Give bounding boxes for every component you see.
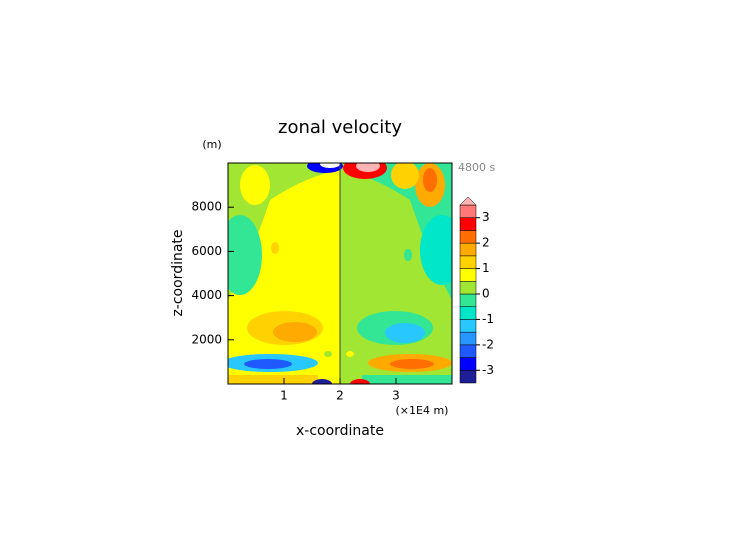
colorbar-tick-label: 2 (482, 236, 490, 250)
colorbar-box (459, 255, 477, 269)
colorbar-box (459, 306, 477, 320)
x-tick-label: 2 (336, 389, 344, 403)
y-axis-label: z-coordinate (170, 229, 186, 316)
colorbar-box (459, 281, 477, 295)
y-unit: (m) (202, 138, 221, 151)
x-tick-label: 3 (392, 389, 400, 403)
chart-title: zonal velocity (278, 117, 402, 138)
colorbar-box (459, 268, 477, 282)
colorbar-box (459, 293, 477, 307)
colorbar-tick-label: 0 (482, 287, 490, 301)
colorbar-box (459, 204, 477, 218)
x-tick-label: 1 (280, 389, 288, 403)
colorbar-tick-label: 3 (482, 210, 490, 224)
colorbar-box (459, 357, 477, 371)
colorbar-box (459, 331, 477, 346)
colorbar-box (459, 370, 477, 384)
y-tick-label: 6000 (191, 244, 222, 258)
x-unit: (×1E4 m) (396, 404, 449, 417)
colorbar-box (459, 242, 477, 257)
contour-field (228, 163, 452, 384)
time-annotation: 4800 s (458, 161, 495, 174)
colorbar-extend (459, 196, 477, 206)
x-axis-label: x-coordinate (296, 423, 384, 439)
colorbar-box (459, 319, 477, 333)
colorbar-tick-label: -3 (482, 363, 494, 377)
colorbar-box (459, 344, 477, 358)
y-tick-label: 8000 (191, 200, 222, 214)
colorbar-tick-label: -1 (482, 312, 494, 326)
colorbar-box (459, 217, 477, 231)
colorbar-box (459, 230, 477, 244)
colorbar-tick-label: -2 (482, 337, 494, 351)
y-tick-label: 4000 (191, 288, 222, 302)
colorbar-tick-label: 1 (482, 261, 490, 275)
y-tick-label: 2000 (191, 332, 222, 346)
